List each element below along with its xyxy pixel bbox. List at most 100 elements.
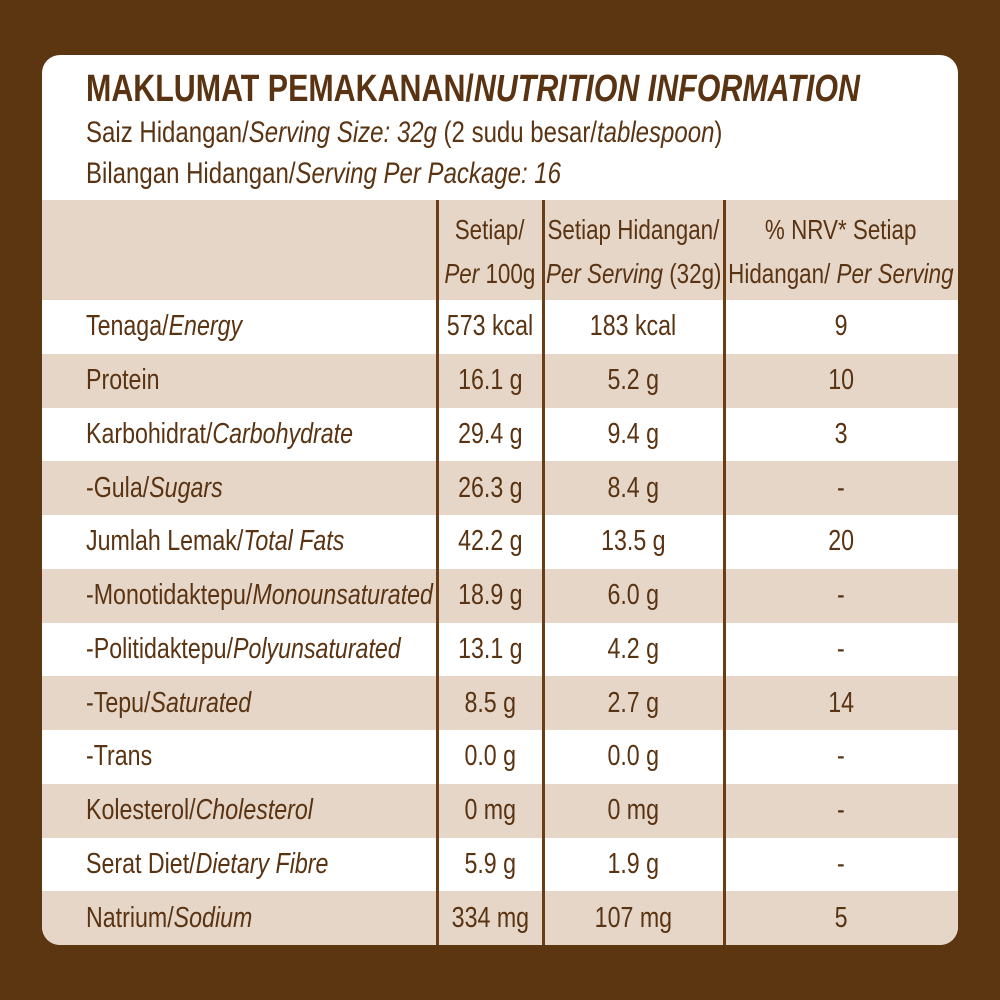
row-value: 334 mg — [437, 891, 543, 945]
row-bg — [42, 353, 958, 408]
row-value: 42.2 g — [437, 515, 543, 569]
cell-text: 9 — [834, 310, 848, 343]
text-segment: Setiap Hidangan/ — [547, 214, 720, 245]
text-segment: Per — [444, 258, 480, 289]
cell-text: 0 mg — [464, 794, 516, 827]
text: Hidangan/ Per Serving — [728, 258, 953, 290]
text-segment: ) — [714, 116, 723, 149]
row-value: - — [724, 838, 958, 892]
row-value: 5.9 g — [437, 838, 543, 892]
title: MAKLUMAT PEMAKANAN/NUTRITION INFORMATION — [86, 67, 946, 111]
text-segment: Sodium — [173, 901, 253, 934]
row-bg — [42, 783, 958, 838]
cell-text: 183 kcal — [590, 310, 677, 343]
row-value: 9 — [724, 300, 958, 354]
column-header: % NRV* Setiap — [724, 208, 958, 252]
text-segment: Monounsaturated — [252, 579, 433, 612]
cell-text: 13.5 g — [601, 525, 666, 558]
row-value: 8.5 g — [437, 676, 543, 730]
row-value: 5.2 g — [543, 354, 724, 408]
row-bg — [42, 676, 958, 730]
row-value: 5 — [724, 891, 958, 945]
text-segment: Setiap/ — [455, 214, 525, 245]
cell-text: - — [837, 579, 845, 612]
row-label: Jumlah Lemak/Total Fats — [86, 515, 433, 569]
text-segment: Per Serving — [545, 258, 663, 289]
column-header: Per Serving (32g) — [543, 252, 724, 296]
cell-text: 9.4 g — [607, 417, 660, 450]
column-header: Setiap/ — [437, 208, 543, 252]
row-bg — [42, 891, 958, 945]
cell-text: 8.5 g — [464, 686, 516, 719]
row-value: 0 mg — [543, 784, 724, 838]
row-value: - — [724, 623, 958, 677]
text-segment: Total Fats — [243, 525, 345, 558]
text-segment: MAKLUMAT PEMAKANAN/ — [86, 67, 474, 110]
cell-text: 18.9 g — [457, 579, 523, 612]
row-value: 1.9 g — [543, 838, 724, 892]
text-segment: Sugars — [149, 471, 223, 504]
text-segment: -Trans — [86, 740, 153, 773]
cell-text: 5.9 g — [464, 847, 516, 880]
cell-text: 0 mg — [607, 794, 660, 827]
text: Setiap Hidangan/ — [548, 214, 720, 246]
row-label: Kolesterol/Cholesterol — [86, 784, 433, 838]
text-segment: Bilangan Hidangan/ — [86, 157, 296, 190]
column-divider — [435, 200, 439, 945]
text-segment: Serving Per Package: 16 — [295, 157, 562, 190]
text-segment: (2 sudu besar/ — [436, 116, 597, 149]
cell-text: 8.4 g — [607, 471, 660, 504]
row-value: 0 mg — [437, 784, 543, 838]
row-value: 29.4 g — [437, 408, 543, 462]
cell-text: 10 — [828, 364, 854, 397]
text: Karbohidrat/Carbohydrate — [86, 418, 353, 451]
text: Per 100g — [445, 258, 536, 290]
serving-size: Saiz Hidangan/Serving Size: 32g (2 sudu … — [86, 115, 946, 151]
text-segment: Saiz Hidangan/ — [86, 116, 249, 149]
column-divider — [541, 200, 545, 945]
row-label: -Tepu/Saturated — [86, 676, 433, 730]
text-segment: tablespoon — [596, 116, 715, 149]
text-segment: -Gula/ — [86, 471, 150, 504]
text-segment: -Tepu/ — [86, 686, 151, 719]
row-value: - — [724, 730, 958, 784]
text-segment: Dietary Fibre — [195, 847, 329, 880]
cell-text: - — [837, 847, 845, 880]
row-label: Tenaga/Energy — [86, 300, 433, 354]
text: Protein — [86, 364, 160, 397]
text-segment: (32g) — [662, 258, 722, 289]
text: Tenaga/Energy — [86, 310, 242, 343]
cell-text: 29.4 g — [457, 417, 523, 450]
row-value: 4.2 g — [543, 623, 724, 677]
text-segment: Energy — [168, 310, 243, 343]
row-value: 8.4 g — [543, 461, 724, 515]
text-segment: Hidangan/ — [728, 258, 831, 289]
text-segment: 100g — [479, 258, 536, 289]
text-segment: Cholesterol — [195, 794, 313, 827]
row-value: - — [724, 461, 958, 515]
cell-text: 20 — [828, 525, 854, 558]
cell-text: - — [837, 794, 845, 827]
text: Setiap/ — [455, 214, 525, 246]
text: Jumlah Lemak/Total Fats — [86, 525, 344, 558]
cell-text: - — [837, 740, 845, 773]
row-label: -Politidaktepu/Polyunsaturated — [86, 623, 433, 677]
cell-text: 4.2 g — [607, 632, 660, 665]
servings-per-package: Bilangan Hidangan/Serving Per Package: 1… — [86, 156, 946, 192]
cell-text: 2.7 g — [607, 686, 660, 719]
cell-text: 26.3 g — [457, 471, 523, 504]
cell-text: - — [837, 471, 845, 504]
cell-text: 42.2 g — [457, 525, 523, 558]
row-value: 0.0 g — [543, 730, 724, 784]
row-label: Protein — [86, 354, 433, 408]
text: Bilangan Hidangan/Serving Per Package: 1… — [86, 157, 561, 191]
cell-text: 5.2 g — [607, 364, 660, 397]
text: -Gula/Sugars — [86, 472, 223, 505]
row-value: 26.3 g — [437, 461, 543, 515]
row-label: Natrium/Sodium — [86, 891, 433, 945]
row-value: 10 — [724, 354, 958, 408]
text-segment: Carbohydrate — [212, 417, 353, 450]
row-label: -Monotidaktepu/Monounsaturated — [86, 569, 433, 623]
text-segment: Protein — [86, 364, 160, 397]
cell-text: 0.0 g — [607, 740, 660, 773]
